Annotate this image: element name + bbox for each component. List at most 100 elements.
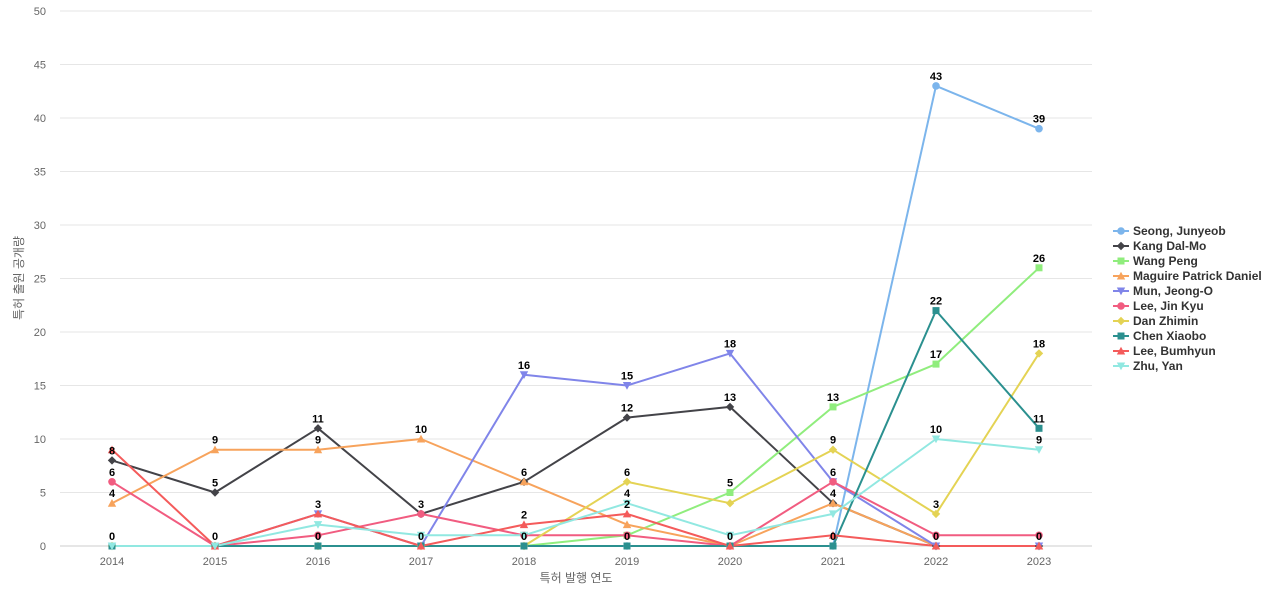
data-point[interactable] <box>210 488 220 497</box>
data-point[interactable] <box>416 531 426 540</box>
data-point[interactable] <box>829 403 837 411</box>
data-point[interactable] <box>313 445 323 454</box>
legend-item[interactable]: Wang Peng <box>1113 254 1198 268</box>
data-point[interactable] <box>622 499 632 508</box>
legend-label: Mun, Jeong-O <box>1133 284 1213 298</box>
data-point[interactable] <box>519 477 529 486</box>
data-point[interactable] <box>520 542 528 550</box>
data-point[interactable] <box>622 413 632 422</box>
data-point[interactable] <box>1035 124 1043 133</box>
data-point[interactable] <box>725 531 735 540</box>
data-label: 9 <box>212 435 218 447</box>
data-point[interactable] <box>932 82 940 90</box>
data-point[interactable] <box>519 520 529 529</box>
y-tick-label: 45 <box>34 60 46 72</box>
x-tick-label: 2015 <box>203 556 227 568</box>
data-label: 11 <box>1033 413 1045 425</box>
data-point[interactable] <box>1035 264 1043 272</box>
legend-item[interactable]: Seong, Junyeob <box>1113 224 1226 238</box>
legend-marker <box>1116 287 1126 296</box>
legend-item[interactable]: Lee, Bumhyun <box>1113 344 1216 358</box>
data-point[interactable] <box>314 531 322 540</box>
data-point[interactable] <box>829 478 837 486</box>
data-label: 43 <box>930 71 942 83</box>
x-tick-label: 2018 <box>512 556 536 568</box>
data-point[interactable] <box>725 349 735 358</box>
data-point[interactable] <box>107 499 117 507</box>
data-labels: 8640950119301030166201512642018135013964… <box>109 71 1045 543</box>
data-point[interactable] <box>107 456 117 465</box>
data-label: 9 <box>1036 435 1042 447</box>
data-label: 18 <box>1033 338 1045 350</box>
data-point[interactable] <box>932 360 940 368</box>
data-point[interactable] <box>107 542 117 551</box>
data-point[interactable] <box>1035 531 1043 540</box>
data-point[interactable] <box>931 509 941 519</box>
data-point[interactable] <box>313 424 323 433</box>
data-point[interactable] <box>313 509 323 518</box>
data-label: 4 <box>624 488 631 500</box>
data-point[interactable] <box>313 521 323 529</box>
data-point[interactable] <box>107 445 117 454</box>
data-point[interactable] <box>519 371 529 379</box>
legend-item[interactable]: Kang Dal-Mo <box>1113 239 1206 253</box>
legend-label: Dan Zhimin <box>1133 314 1198 328</box>
data-point[interactable] <box>725 541 735 550</box>
data-point[interactable] <box>1034 446 1044 454</box>
data-point[interactable] <box>416 541 426 550</box>
data-point[interactable] <box>622 520 632 529</box>
data-point[interactable] <box>828 510 838 519</box>
legend-label: Maguire Patrick Daniel <box>1133 269 1262 283</box>
data-point[interactable] <box>210 542 220 551</box>
data-point[interactable] <box>725 499 735 508</box>
data-point[interactable] <box>108 478 116 486</box>
legend-item[interactable]: Dan Zhimin <box>1113 314 1198 328</box>
data-point[interactable] <box>828 499 838 507</box>
data-point[interactable] <box>725 402 735 412</box>
data-point[interactable] <box>314 542 322 550</box>
data-point[interactable] <box>932 531 940 540</box>
data-point[interactable] <box>1034 541 1044 550</box>
data-point[interactable] <box>622 477 632 486</box>
data-point[interactable] <box>417 510 425 518</box>
legend-label: Zhu, Yan <box>1133 359 1183 373</box>
x-tick-label: 2023 <box>1027 556 1051 568</box>
data-point[interactable] <box>623 542 631 550</box>
data-label: 13 <box>827 392 839 404</box>
legend-marker <box>1117 227 1125 235</box>
legend-item[interactable]: Mun, Jeong-O <box>1113 284 1213 298</box>
data-point[interactable] <box>829 542 837 550</box>
data-point[interactable] <box>828 445 838 454</box>
data-point[interactable] <box>210 445 220 454</box>
series-line[interactable] <box>111 438 1040 547</box>
series-line[interactable] <box>111 438 1040 547</box>
series-line[interactable] <box>111 84 1040 547</box>
y-axis-title: 특허 출원 공개량 <box>12 236 26 320</box>
data-point[interactable] <box>622 509 632 518</box>
data-point[interactable] <box>726 489 734 496</box>
data-point[interactable] <box>1035 424 1043 432</box>
data-point[interactable] <box>623 531 631 540</box>
data-label: 0 <box>1036 531 1042 543</box>
legend-item[interactable]: Lee, Jin Kyu <box>1113 299 1204 313</box>
series-line[interactable] <box>111 405 1040 547</box>
data-point[interactable] <box>519 531 529 540</box>
data-point[interactable] <box>931 435 941 444</box>
data-point[interactable] <box>828 531 838 539</box>
data-point[interactable] <box>416 434 426 443</box>
series-line[interactable] <box>111 309 1040 547</box>
data-point[interactable] <box>932 307 940 315</box>
data-label: 0 <box>830 531 836 543</box>
data-point[interactable] <box>622 382 632 390</box>
legend-item[interactable]: Chen Xiaobo <box>1113 329 1206 343</box>
legend-item[interactable]: Zhu, Yan <box>1113 359 1183 373</box>
data-point[interactable] <box>931 541 941 550</box>
x-tick-label: 2021 <box>821 556 845 568</box>
data-point[interactable] <box>1034 349 1044 358</box>
legend-label: Chen Xiaobo <box>1133 329 1206 343</box>
data-label: 6 <box>521 467 527 479</box>
series-line[interactable] <box>111 480 1040 547</box>
data-label: 22 <box>930 296 942 308</box>
legend-item[interactable]: Maguire Patrick Daniel <box>1113 269 1262 283</box>
